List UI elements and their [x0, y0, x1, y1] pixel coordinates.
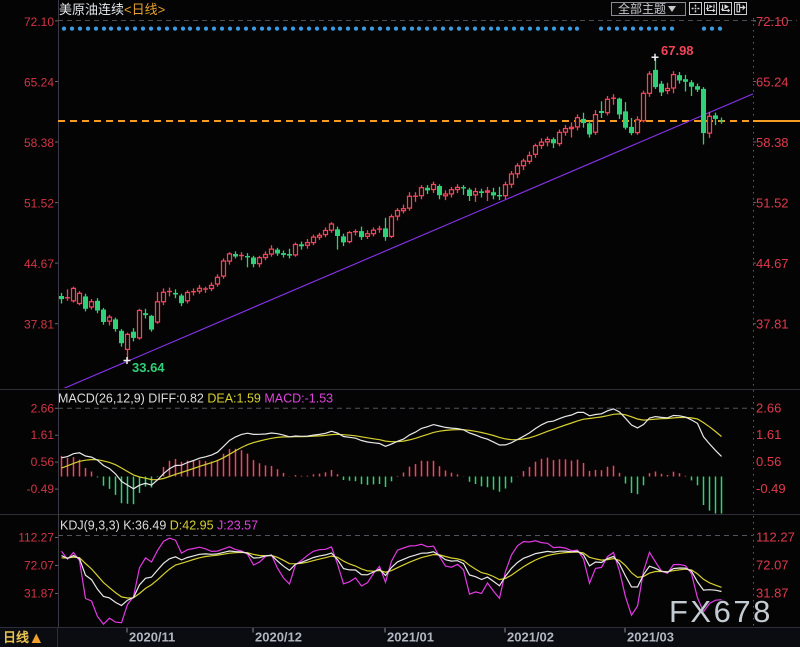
svg-text:65.24: 65.24 — [756, 75, 789, 90]
svg-text:58.38: 58.38 — [756, 135, 789, 150]
svg-text:58.38: 58.38 — [24, 136, 54, 150]
svg-text:67.98: 67.98 — [661, 43, 694, 58]
svg-text:2.66: 2.66 — [756, 400, 781, 415]
svg-text:31.87: 31.87 — [756, 586, 789, 601]
svg-text:0.56: 0.56 — [31, 455, 55, 469]
svg-text:全部主题: 全部主题 — [618, 1, 666, 16]
svg-text:31.87: 31.87 — [24, 587, 54, 601]
svg-text:日线: 日线 — [3, 630, 29, 645]
svg-text:72.10: 72.10 — [756, 14, 789, 29]
svg-text:51.52: 51.52 — [756, 196, 789, 211]
svg-text:KDJ(9,3,3) K:36.49 D:42.95: KDJ(9,3,3) K:36.49 D:42.95 J:23.57 — [60, 519, 258, 533]
svg-text:65.24: 65.24 — [24, 76, 54, 90]
svg-text:美原油连续<日线>: 美原油连续<日线> — [59, 2, 165, 17]
svg-text:33.64: 33.64 — [132, 360, 165, 375]
svg-text:37.81: 37.81 — [24, 318, 54, 332]
svg-text:2021/02: 2021/02 — [507, 630, 554, 645]
svg-text:112.27: 112.27 — [756, 530, 795, 545]
svg-text:37.81: 37.81 — [756, 317, 789, 332]
svg-text:112.27: 112.27 — [18, 531, 54, 545]
svg-text:2020/11: 2020/11 — [129, 630, 175, 645]
svg-text:0.56: 0.56 — [756, 454, 781, 469]
svg-text:44.67: 44.67 — [756, 256, 789, 271]
svg-text:2020/12: 2020/12 — [255, 630, 302, 645]
svg-text:FX678: FX678 — [669, 594, 773, 629]
svg-text:51.52: 51.52 — [24, 197, 54, 211]
svg-text:1.61: 1.61 — [31, 428, 55, 442]
svg-text:2021/03: 2021/03 — [627, 630, 674, 645]
svg-text:2.66: 2.66 — [31, 401, 55, 415]
svg-text:72.07: 72.07 — [24, 559, 54, 573]
svg-text:-0.49: -0.49 — [27, 482, 55, 496]
svg-text:MACD(26,12,9) DIFF:0.82 DEA:1: MACD(26,12,9) DIFF:0.82 DEA:1.59 MACD:-1… — [58, 392, 333, 406]
svg-text:2021/01: 2021/01 — [387, 630, 434, 645]
svg-text:44.67: 44.67 — [24, 257, 54, 271]
svg-text:1.61: 1.61 — [756, 427, 781, 442]
svg-text:-0.49: -0.49 — [756, 481, 786, 496]
svg-text:72.10: 72.10 — [24, 15, 54, 29]
svg-text:72.07: 72.07 — [756, 558, 789, 573]
